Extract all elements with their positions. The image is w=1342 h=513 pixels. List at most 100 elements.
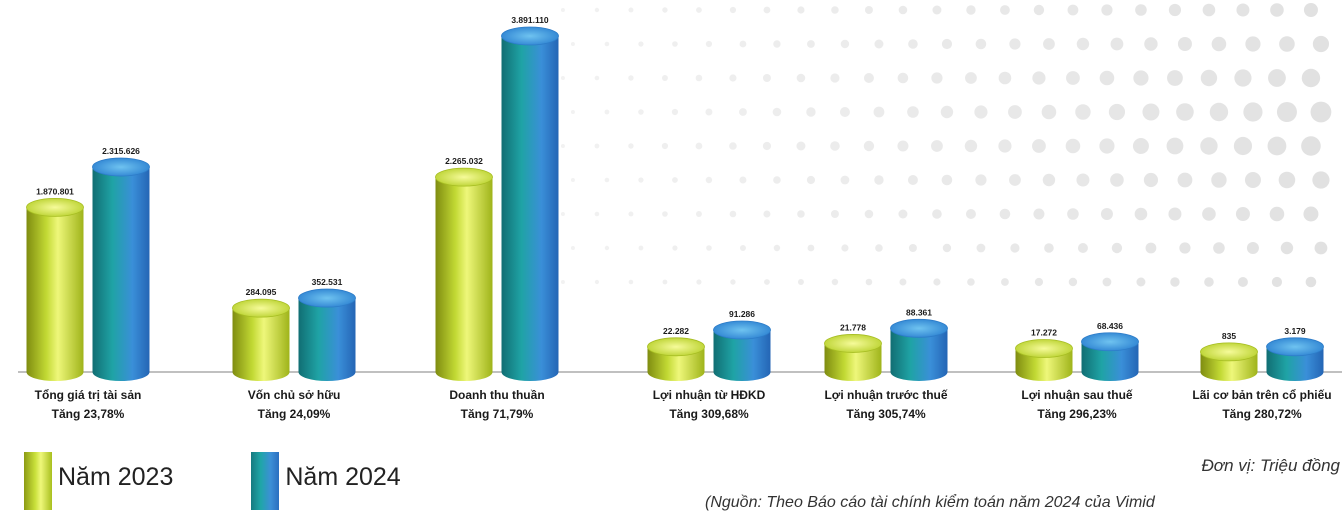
background-dot xyxy=(763,210,771,218)
bar-body xyxy=(26,207,84,381)
data-label: 3.179 xyxy=(1284,326,1306,336)
bar-body xyxy=(1266,346,1324,381)
background-dot xyxy=(662,279,668,285)
background-dot xyxy=(897,140,909,152)
background-dot xyxy=(1033,4,1045,16)
background-dot xyxy=(865,278,873,286)
background-dot xyxy=(570,110,575,114)
background-dot xyxy=(965,72,977,84)
bar-body xyxy=(713,330,771,381)
background-dot xyxy=(998,139,1012,153)
background-dot xyxy=(706,245,712,251)
category-change-label: Tăng 280,72% xyxy=(1222,407,1302,421)
background-dot xyxy=(604,245,610,251)
background-dot xyxy=(839,107,850,117)
unit-note: Đơn vị: Triệu đồng xyxy=(1201,456,1340,475)
background-dot xyxy=(831,278,839,286)
background-dot xyxy=(1133,70,1149,86)
background-dot xyxy=(874,39,884,49)
background-dot xyxy=(1009,174,1021,186)
background-dot xyxy=(1136,277,1146,287)
background-dot xyxy=(932,209,942,219)
category-label: Vốn chủ sở hữu xyxy=(248,388,341,402)
background-dot xyxy=(1132,138,1149,154)
background-dot xyxy=(1168,3,1182,17)
category-label: Doanh thu thuần xyxy=(449,388,544,402)
data-label: 835 xyxy=(1222,331,1236,341)
background-dot xyxy=(1312,35,1330,53)
background-dot xyxy=(1213,242,1225,254)
background-dot xyxy=(1237,277,1248,287)
category-label: Lợi nhuận từ HĐKD xyxy=(653,388,766,402)
background-dot xyxy=(976,243,986,253)
background-dot xyxy=(638,177,644,183)
background-dot xyxy=(773,176,781,184)
bar-top xyxy=(298,288,356,308)
background-dot xyxy=(967,278,975,286)
background-dot xyxy=(594,211,600,217)
background-dot xyxy=(705,176,713,184)
bar-năm-2024-6 xyxy=(1266,337,1324,381)
background-dot xyxy=(661,142,669,150)
background-dot xyxy=(1001,278,1009,286)
background-dot xyxy=(1202,3,1216,17)
bar-năm-2023-4 xyxy=(824,334,882,381)
data-label: 3.891.110 xyxy=(511,15,549,25)
background-dot xyxy=(672,177,678,183)
background-dot xyxy=(1041,104,1057,120)
background-dot xyxy=(1233,136,1253,156)
bar-top xyxy=(92,157,150,177)
background-dot xyxy=(560,76,565,80)
background-dot xyxy=(1269,206,1285,222)
background-dot xyxy=(1170,277,1180,287)
bar-top xyxy=(713,320,771,340)
background-dot xyxy=(1280,241,1294,255)
bar-top xyxy=(1200,342,1258,362)
background-dot xyxy=(1279,36,1295,52)
background-dot xyxy=(1211,36,1227,52)
background-dot xyxy=(841,244,849,252)
background-dot xyxy=(965,209,976,219)
background-dot xyxy=(998,71,1012,85)
background-dot xyxy=(1099,70,1115,86)
background-dot xyxy=(570,246,575,250)
background-dot xyxy=(1077,243,1088,253)
bar-top xyxy=(1015,339,1073,358)
background-dot xyxy=(1268,69,1286,87)
data-label: 1.870.801 xyxy=(36,186,74,196)
background-dot xyxy=(797,210,805,218)
bar-năm-2023-2 xyxy=(435,167,493,381)
background-dot xyxy=(762,74,771,82)
legend-label-2024: Năm 2024 xyxy=(285,462,401,491)
background-dot xyxy=(1202,207,1216,221)
background-dot xyxy=(1236,3,1250,17)
data-label: 68.436 xyxy=(1097,321,1123,331)
background-dot xyxy=(1200,69,1218,87)
chart-legend: Năm 2023 Năm 2024 xyxy=(24,452,401,510)
background-dot xyxy=(695,142,703,150)
data-label: 284.095 xyxy=(246,287,277,297)
background-dot xyxy=(560,280,565,284)
category-label: Lãi cơ bản trên cổ phiếu xyxy=(1192,388,1331,402)
background-dot xyxy=(1110,37,1124,51)
background-dot xyxy=(594,7,600,13)
background-dot xyxy=(1108,103,1126,121)
bar-body xyxy=(92,167,150,381)
bar-top xyxy=(232,298,290,318)
background-dot xyxy=(1144,37,1158,51)
background-dot xyxy=(1177,37,1192,51)
background-dot xyxy=(1075,104,1091,120)
category-label: Lợi nhuận sau thuế xyxy=(1021,388,1133,402)
background-dot xyxy=(874,175,884,185)
background-dot xyxy=(1110,173,1124,187)
background-dot xyxy=(1066,71,1080,85)
background-dot xyxy=(964,139,978,153)
background-dot xyxy=(628,279,634,285)
background-dot xyxy=(1068,277,1078,287)
bar-năm-2024-1 xyxy=(298,288,356,381)
background-dot xyxy=(875,244,883,252)
category-change-label: Tăng 71,79% xyxy=(461,407,534,421)
background-dot xyxy=(638,245,644,251)
legend-item-2024: Năm 2024 xyxy=(251,452,401,510)
